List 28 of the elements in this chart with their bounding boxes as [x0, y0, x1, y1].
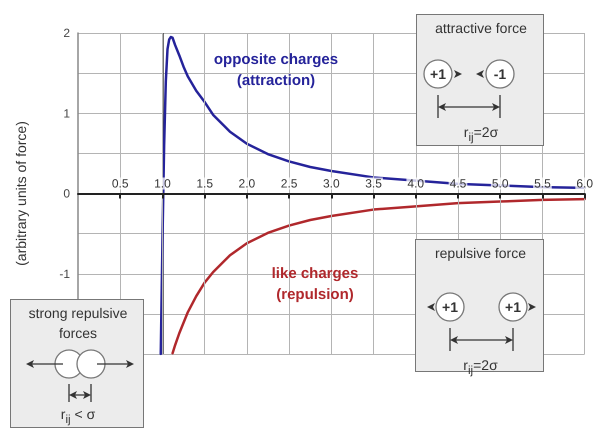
x-tick-label: 4.0	[407, 176, 424, 190]
annotation: strong repulsive forces	[28, 304, 128, 343]
annotation: +1	[441, 298, 459, 317]
x-tick-label: 1.0	[154, 176, 172, 190]
annotation: r$_{ij}$=2σ	[462, 123, 500, 146]
annotation: -1	[492, 65, 508, 84]
annotation: +1	[504, 298, 522, 317]
x-tick-label: 3.5	[365, 176, 382, 190]
y-tick-label: 2	[63, 26, 70, 40]
text: like charges (repulsion)	[270, 264, 360, 305]
x-tick-label: 2.5	[280, 176, 298, 190]
x-tick-label: 5.5	[534, 176, 552, 190]
x-tick-label: 6.0	[576, 176, 594, 190]
text: r$_{ij}$ < σ	[60, 405, 96, 428]
annotation: repulsive force	[434, 244, 528, 263]
annotation: +1	[429, 65, 447, 84]
annotation: attractive force	[434, 19, 528, 38]
x-tick-label: 5.0	[492, 176, 509, 190]
line-series	[171, 198, 586, 354]
x-tick-label: 1.5	[196, 176, 214, 190]
y-tick-label: 0	[63, 186, 70, 200]
series-label: opposite charges (attraction)	[212, 50, 340, 91]
y-axis-title: (arbitrary units of force)	[13, 121, 29, 266]
x-tick-label: 0.5	[112, 176, 129, 190]
x-tick-label: 3.0	[322, 176, 340, 190]
x-tick-label: 2.0	[238, 176, 256, 190]
y-tick-label: 1	[63, 106, 70, 120]
y-tick-label: -1	[59, 266, 70, 281]
